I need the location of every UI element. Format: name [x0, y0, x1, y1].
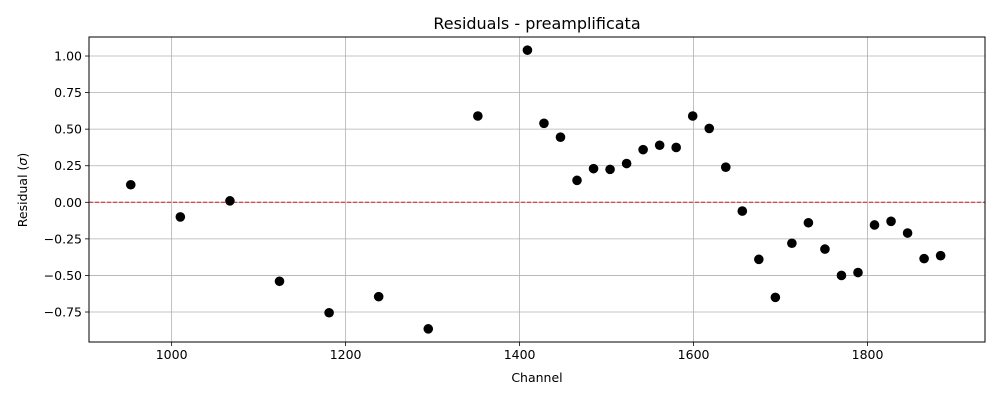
- data-point: [704, 123, 715, 134]
- data-point: [324, 307, 334, 318]
- data-point: [853, 267, 863, 278]
- x-tick-label: 1200: [330, 347, 362, 362]
- x-axis-ticks: 1000 1200 1400 1600 1800: [156, 342, 884, 362]
- data-point: [820, 244, 830, 254]
- data-point: [687, 111, 698, 121]
- data-point: [522, 45, 533, 55]
- y-tick-label: −0.75: [44, 305, 82, 320]
- data-point: [869, 220, 880, 230]
- data-point: [654, 140, 665, 151]
- data-point: [935, 250, 946, 261]
- data-point: [423, 324, 434, 334]
- data-point: [754, 254, 764, 265]
- data-point: [737, 206, 748, 216]
- x-axis-label: Channel: [511, 370, 562, 385]
- x-tick-label: 1400: [504, 347, 536, 362]
- data-point: [886, 216, 896, 227]
- y-tick-label: 1.00: [54, 49, 82, 64]
- data-point: [621, 158, 632, 169]
- y-axis-ticks: −0.75 −0.50 −0.25 0.00 0.25 0.50 0.75 1.00: [44, 49, 89, 320]
- data-point: [671, 142, 681, 153]
- data-point: [473, 111, 483, 121]
- data-point: [225, 196, 235, 206]
- y-tick-label: 0.25: [54, 158, 82, 173]
- data-point: [720, 162, 731, 172]
- data-point: [902, 228, 913, 238]
- data-point: [770, 292, 781, 303]
- y-axis-label-close: ): [15, 153, 30, 158]
- data-point: [919, 253, 929, 264]
- y-axis-label: Residual (σ): [15, 153, 30, 227]
- data-point: [539, 118, 549, 129]
- data-point: [175, 212, 186, 222]
- y-tick-label: 0.50: [54, 122, 82, 137]
- data-points: [125, 45, 946, 334]
- data-point: [572, 175, 582, 186]
- x-tick-label: 1800: [852, 347, 884, 362]
- data-point: [555, 132, 566, 143]
- x-tick-label: 1600: [678, 347, 710, 362]
- plot-frame: [88, 36, 986, 343]
- chart-title: Residuals - preamplificata: [433, 14, 640, 33]
- y-tick-label: −0.50: [44, 268, 82, 283]
- data-point: [588, 163, 599, 174]
- data-point: [787, 238, 797, 249]
- x-tick-label: 1000: [156, 347, 188, 362]
- y-axis-label-text: Residual (: [15, 166, 30, 228]
- y-tick-label: −0.25: [44, 231, 82, 246]
- data-point: [274, 276, 285, 287]
- data-point: [125, 179, 136, 190]
- y-tick-label: 0.75: [54, 85, 82, 100]
- data-point: [638, 144, 648, 155]
- data-point: [803, 217, 814, 228]
- data-point: [373, 291, 384, 302]
- y-tick-label: 0.00: [54, 195, 82, 210]
- y-axis-label-symbol: σ: [15, 157, 30, 166]
- data-point: [836, 270, 847, 281]
- data-point: [605, 164, 615, 175]
